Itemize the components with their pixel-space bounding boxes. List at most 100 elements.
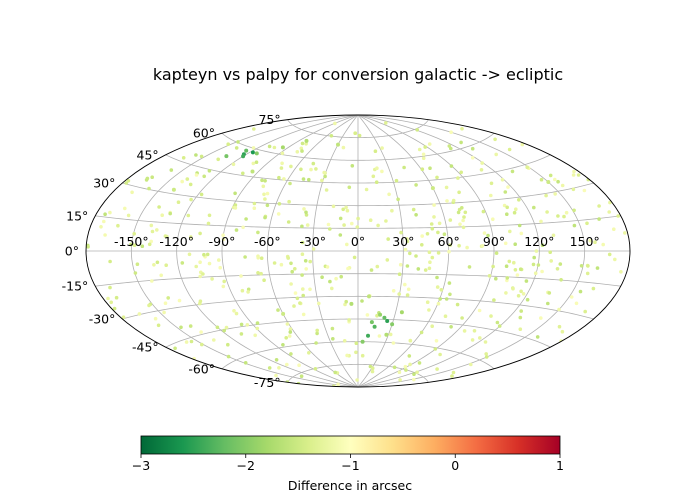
- longitude-tick-labels: -150° -120° -90° -60° -30° 0° 30° 60° 90° 120° 150…: [114, 234, 600, 249]
- scatter-point: [352, 255, 357, 260]
- scatter-point: [559, 278, 563, 282]
- scatter-point: [354, 350, 358, 355]
- scatter-point: [354, 341, 359, 346]
- scatter-point: [328, 227, 332, 231]
- scatter-point: [380, 169, 384, 174]
- scatter-point: [322, 170, 327, 175]
- scatter-point: [185, 177, 190, 181]
- scatter-point: [421, 152, 426, 157]
- scatter-point: [347, 318, 351, 322]
- scatter-point: [304, 142, 308, 146]
- scatter-point: [398, 378, 402, 382]
- scatter-point: [276, 308, 280, 312]
- scatter-point: [414, 213, 418, 217]
- scatter-point: [234, 228, 239, 232]
- scatter-point: [290, 269, 295, 274]
- scatter-point: [525, 165, 529, 169]
- scatter-point: [428, 260, 432, 265]
- scatter-point: [281, 343, 285, 347]
- scatter-point: [173, 346, 177, 351]
- scatter-point: [345, 353, 349, 358]
- scatter-point: [292, 304, 296, 308]
- scatter-point: [289, 164, 293, 169]
- scatter-point: [394, 178, 399, 183]
- scatter-point: [334, 276, 338, 281]
- scatter-point: [560, 329, 565, 334]
- scatter-point: [506, 185, 510, 189]
- longitude-tick-label: -150°: [114, 234, 149, 249]
- scatter-point: [287, 199, 291, 204]
- scatter-point: [448, 292, 452, 297]
- scatter-point: [386, 237, 391, 241]
- scatter-point: [388, 332, 393, 337]
- scatter-point: [512, 260, 516, 265]
- scatter-point: [336, 382, 340, 387]
- scatter-point: [434, 339, 439, 343]
- scatter-point: [551, 233, 556, 238]
- scatter-point: [331, 337, 335, 341]
- scatter-point: [289, 282, 293, 286]
- scatter-point: [320, 275, 324, 280]
- scatter-point: [494, 276, 498, 281]
- longitude-tick-label: 60°: [438, 234, 460, 249]
- scatter-point: [518, 267, 523, 272]
- scatter-point: [470, 338, 475, 342]
- scatter-point: [384, 219, 388, 223]
- scatter-point: [222, 328, 226, 333]
- scatter-point: [417, 147, 422, 152]
- scatter-point: [222, 279, 226, 284]
- scatter-point: [221, 284, 226, 289]
- scatter-point: [350, 221, 354, 226]
- scatter-point: [396, 197, 400, 202]
- scatter-point: [194, 264, 198, 269]
- scatter-point: [226, 142, 230, 146]
- scatter-point: [286, 220, 291, 224]
- scatter-point: [243, 361, 248, 365]
- scatter-point: [384, 121, 388, 125]
- scatter-point: [540, 243, 545, 247]
- scatter-point: [451, 370, 456, 375]
- scatter-point: [300, 141, 305, 146]
- scatter-point: [384, 332, 389, 337]
- scatter-point: [179, 325, 183, 330]
- scatter-point: [325, 265, 330, 269]
- scatter-point: [274, 373, 278, 378]
- scatter-point: [241, 154, 246, 159]
- scatter-point: [314, 167, 318, 171]
- scatter-point: [439, 288, 444, 292]
- scatter-point: [187, 252, 192, 257]
- scatter-point: [376, 223, 380, 228]
- parallel-gridline: [122, 295, 594, 320]
- scatter-point: [370, 366, 375, 371]
- scatter-point: [281, 311, 286, 316]
- scatter-point: [108, 210, 112, 215]
- scatter-point: [155, 260, 160, 265]
- scatter-point: [285, 362, 289, 367]
- scatter-point: [301, 312, 306, 317]
- scatter-point: [544, 193, 548, 198]
- scatter-point: [403, 247, 408, 252]
- scatter-point: [503, 190, 508, 194]
- scatter-point: [188, 324, 193, 328]
- scatter-point: [114, 295, 119, 300]
- scatter-point: [571, 187, 576, 192]
- scatter-point: [481, 209, 486, 214]
- scatter-point: [583, 309, 587, 314]
- scatter-point: [215, 325, 220, 330]
- scatter-point: [412, 377, 416, 382]
- scatter-point: [288, 327, 293, 331]
- scatter-point: [311, 247, 316, 251]
- scatter-point: [578, 289, 583, 294]
- scatter-point: [450, 374, 454, 378]
- scatter-point: [374, 180, 379, 184]
- scatter-point: [432, 215, 436, 219]
- scatter-point: [489, 193, 493, 198]
- scatter-point: [311, 161, 316, 166]
- scatter-point: [435, 175, 439, 180]
- scatter-point: [302, 207, 306, 211]
- scatter-point: [163, 234, 168, 238]
- scatter-point: [198, 299, 203, 304]
- scatter-point: [216, 157, 220, 162]
- scatter-point: [487, 274, 492, 278]
